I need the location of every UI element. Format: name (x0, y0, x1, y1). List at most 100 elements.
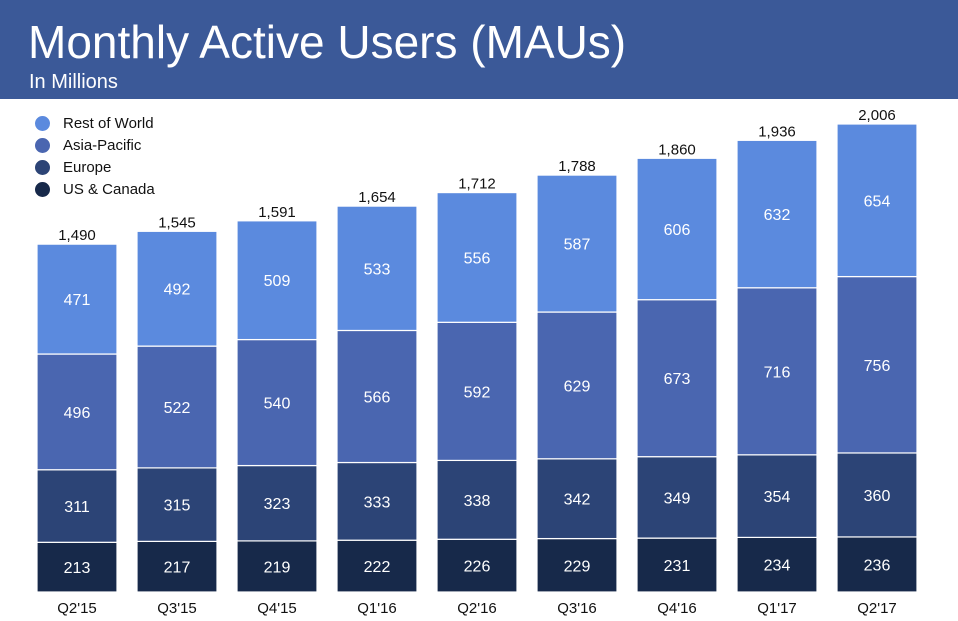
chart-title: Monthly Active Users (MAUs) (28, 16, 627, 68)
bar-rest-of-world-q2-17 (836, 123, 918, 278)
bar-asia-pacific-q1-17 (736, 287, 818, 456)
bar-rest-of-world-q3-16 (536, 174, 618, 313)
x-tick-label-q2-16: Q2'16 (457, 600, 497, 617)
legend-item-asia-pacific: Asia-Pacific (35, 134, 155, 156)
x-tick-label-q2-17: Q2'17 (857, 600, 897, 617)
data-label-us-canada-q1-17: 234 (764, 558, 791, 575)
data-label-us-canada-q3-16: 229 (564, 558, 591, 575)
legend-label-us-canada: US & Canada (63, 180, 155, 198)
data-label-us-canada-q1-16: 222 (364, 559, 391, 576)
bar-asia-pacific-q2-17 (836, 275, 918, 454)
x-tick-label-q1-16: Q1'16 (357, 600, 397, 617)
data-label-europe-q4-16: 349 (664, 490, 691, 507)
data-label-rest-of-world-q2-15: 471 (64, 292, 91, 309)
bar-europe-q4-15 (236, 464, 318, 542)
bar-asia-pacific-q3-15 (136, 345, 218, 469)
total-label-q4-15: 1,591 (258, 204, 296, 221)
data-label-rest-of-world-q2-17: 654 (864, 193, 891, 210)
header-banner: Monthly Active Users (MAUs) In Millions (0, 0, 958, 99)
bar-asia-pacific-q3-16 (536, 311, 618, 460)
data-label-rest-of-world-q4-16: 606 (664, 222, 691, 239)
x-tick-label-q4-15: Q4'15 (257, 600, 297, 617)
total-label-q2-16: 1,712 (458, 176, 496, 193)
data-label-us-canada-q2-16: 226 (464, 559, 491, 576)
data-label-asia-pacific-q3-15: 522 (164, 400, 191, 417)
data-label-europe-q3-16: 342 (564, 492, 591, 509)
legend-item-europe: Europe (35, 156, 155, 178)
legend-item-us-canada: US & Canada (35, 178, 155, 200)
bar-europe-q3-16 (536, 458, 618, 540)
legend-swatch-asia-pacific (35, 137, 50, 153)
chart-subtitle: In Millions (29, 71, 118, 93)
data-label-rest-of-world-q3-16: 587 (564, 237, 591, 254)
bar-europe-q2-15 (36, 469, 118, 543)
bar-europe-q1-17 (736, 454, 818, 539)
data-label-asia-pacific-q4-15: 540 (264, 396, 291, 413)
bar-us-canada-q2-16 (436, 538, 518, 593)
bar-rest-of-world-q4-16 (636, 157, 718, 301)
data-label-europe-q2-17: 360 (864, 488, 891, 505)
total-label-q3-15: 1,545 (158, 214, 196, 231)
data-label-us-canada-q2-15: 213 (64, 560, 91, 577)
bar-rest-of-world-q1-16 (336, 205, 418, 332)
chart-legend: Rest of World Asia-Pacific Europe US & C… (35, 112, 155, 200)
bar-us-canada-q4-15 (236, 540, 318, 593)
data-label-rest-of-world-q3-15: 492 (164, 282, 191, 299)
bar-asia-pacific-q1-16 (336, 329, 418, 464)
x-tick-label-q2-15: Q2'15 (57, 600, 97, 617)
data-label-europe-q1-17: 354 (764, 489, 791, 506)
bar-europe-q2-17 (836, 452, 918, 538)
bar-europe-q3-15 (136, 467, 218, 542)
data-label-us-canada-q2-17: 236 (864, 557, 891, 574)
bar-europe-q4-16 (636, 456, 718, 539)
legend-swatch-us-canada (35, 181, 50, 197)
data-label-europe-q2-15: 311 (64, 499, 90, 516)
total-label-q1-16: 1,654 (358, 189, 396, 206)
x-tick-label-q1-17: Q1'17 (757, 600, 797, 617)
data-label-europe-q3-15: 315 (164, 498, 191, 515)
legend-item-rest-of-world: Rest of World (35, 112, 155, 134)
total-label-q2-15: 1,490 (58, 227, 96, 244)
total-label-q2-17: 2,006 (858, 107, 896, 124)
legend-label-rest-of-world: Rest of World (63, 114, 154, 132)
bar-europe-q2-16 (436, 459, 518, 540)
data-label-europe-q2-16: 338 (464, 493, 491, 510)
data-label-rest-of-world-q2-16: 556 (464, 250, 491, 267)
legend-label-europe: Europe (63, 158, 112, 176)
data-label-europe-q1-16: 333 (364, 494, 391, 511)
x-tick-label-q4-16: Q4'16 (657, 600, 697, 617)
legend-swatch-europe (35, 159, 50, 175)
data-label-europe-q4-15: 323 (264, 496, 291, 513)
total-label-q3-16: 1,788 (558, 158, 596, 175)
data-label-asia-pacific-q2-15: 496 (64, 405, 91, 422)
data-label-us-canada-q4-15: 219 (264, 559, 291, 576)
bar-europe-q1-16 (336, 461, 418, 541)
data-label-asia-pacific-q2-16: 592 (464, 384, 491, 401)
data-label-asia-pacific-q1-16: 566 (364, 389, 391, 406)
bar-us-canada-q2-17 (836, 536, 918, 593)
bar-rest-of-world-q2-16 (436, 191, 518, 323)
bar-rest-of-world-q1-17 (736, 139, 818, 289)
bar-rest-of-world-q2-15 (36, 243, 118, 355)
bar-us-canada-q4-16 (636, 537, 718, 593)
x-tick-label-q3-15: Q3'15 (157, 600, 197, 617)
data-label-asia-pacific-q4-16: 673 (664, 371, 691, 388)
bar-rest-of-world-q4-15 (236, 220, 318, 341)
x-tick-label-q3-16: Q3'16 (557, 600, 597, 617)
data-label-rest-of-world-q1-17: 632 (764, 207, 791, 224)
data-label-asia-pacific-q3-16: 629 (564, 378, 591, 395)
total-label-q4-16: 1,860 (658, 141, 696, 158)
bar-asia-pacific-q4-16 (636, 299, 718, 458)
data-label-asia-pacific-q2-17: 756 (864, 358, 891, 375)
legend-swatch-rest-of-world (35, 115, 50, 131)
data-label-us-canada-q3-15: 217 (164, 560, 191, 577)
data-label-rest-of-world-q1-16: 533 (364, 261, 391, 278)
bar-rest-of-world-q3-15 (136, 230, 218, 347)
bar-us-canada-q3-16 (536, 537, 618, 593)
data-label-rest-of-world-q4-15: 509 (264, 273, 291, 290)
total-label-q1-17: 1,936 (758, 123, 796, 140)
bar-asia-pacific-q2-16 (436, 321, 518, 462)
legend-label-asia-pacific: Asia-Pacific (63, 136, 142, 154)
bar-us-canada-q3-15 (136, 540, 218, 593)
